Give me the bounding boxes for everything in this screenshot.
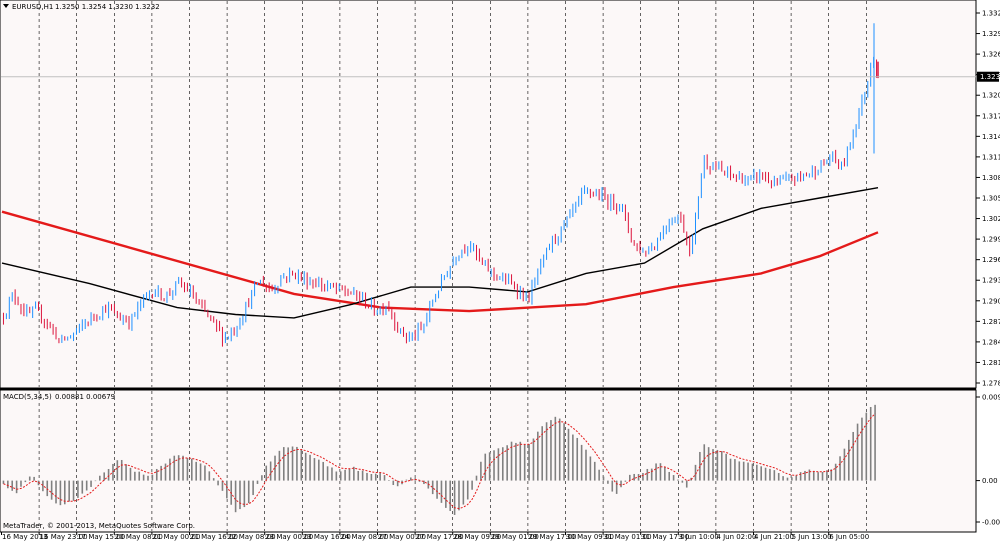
price-axis: 1.33251.32951.32651.32351.32051.31751.31… <box>976 10 1000 388</box>
moving-average-slow <box>1 210 879 313</box>
price-tick-label: 1.3265 <box>982 51 1000 59</box>
macd-tick-label: -0.00468 <box>982 519 1000 527</box>
macd-label: MACD(5,34,5) <box>3 393 52 401</box>
price-tick-label: 1.3055 <box>982 195 1000 203</box>
time-tick-label: 30 May 09:00 <box>566 533 614 541</box>
time-tick-label: 29 May 01:00 <box>491 533 539 541</box>
time-tick-label: 5 Jun 13:00 <box>792 533 832 541</box>
time-tick-label: 31 May 17:00 <box>641 533 689 541</box>
price-tick-label: 1.3025 <box>982 215 1000 223</box>
price-tick-label: 1.2965 <box>982 256 1000 264</box>
time-tick-label: 16 May 23:00 <box>40 533 88 541</box>
moving-averages <box>1 187 879 319</box>
macd-axis: 0.00945 0.00 -0.00468 <box>976 394 1000 527</box>
last-price-label: 1.3232 <box>980 73 1000 81</box>
time-tick-label: 29 May 17:00 <box>528 533 576 541</box>
price-tick-label: 1.3145 <box>982 133 1000 141</box>
moving-average-fast <box>1 187 879 319</box>
time-tick-label: 27 May 17:00 <box>416 533 464 541</box>
macd-pane <box>0 389 977 533</box>
price-tick-label: 1.3325 <box>982 10 1000 18</box>
time-tick-label: 23 May 16:00 <box>303 533 351 541</box>
time-tick-label: 4 Jun 02:00 <box>716 533 756 541</box>
price-tick-label: 1.3295 <box>982 30 1000 38</box>
price-tick-label: 1.2935 <box>982 277 1000 285</box>
time-tick-label: 20 May 08:00 <box>115 533 163 541</box>
macd-values: 0.00881 0.00679 <box>55 393 115 401</box>
price-pane <box>0 0 977 389</box>
time-tick-label: 22 May 08:00 <box>228 533 276 541</box>
time-tick-label: 23 May 00:00 <box>265 533 313 541</box>
time-tick-label: 4 Jun 21:00 <box>754 533 794 541</box>
vertical-grid <box>38 1 867 531</box>
time-tick-label: 27 May 00:00 <box>378 533 426 541</box>
collapse-arrow-icon[interactable] <box>3 4 9 8</box>
price-tick-label: 1.2875 <box>982 318 1000 326</box>
macd-signal <box>3 413 876 510</box>
macd-tick-label: 0.00 <box>982 477 998 485</box>
macd-signal-line <box>3 413 876 510</box>
time-tick-label: 31 May 01:00 <box>604 533 652 541</box>
price-tick-label: 1.3115 <box>982 153 1000 161</box>
price-tick-label: 1.2785 <box>982 380 1000 388</box>
time-tick-label: 6 Jun 05:00 <box>829 533 869 541</box>
time-tick-label: 17 May 15:00 <box>77 533 125 541</box>
time-tick-label: 24 May 08:00 <box>340 533 388 541</box>
copyright-text: MetaTrader, © 2001-2013, MetaQuotes Soft… <box>3 522 195 530</box>
price-tick-label: 1.2815 <box>982 359 1000 367</box>
price-tick-label: 1.2905 <box>982 297 1000 305</box>
time-tick-label: 16 May 2013 <box>2 533 48 541</box>
price-tick-label: 1.2845 <box>982 338 1000 346</box>
time-tick-label: 3 Jun 10:00 <box>679 533 719 541</box>
price-tick-label: 1.3205 <box>982 92 1000 100</box>
ohlc-label: 1.3250 1.3254 1.3230 1.3232 <box>55 3 160 11</box>
price-tick-label: 1.2995 <box>982 236 1000 244</box>
price-tick-label: 1.3085 <box>982 174 1000 182</box>
candles <box>1 23 976 347</box>
time-tick-label: 21 May 16:00 <box>190 533 238 541</box>
time-tick-label: 21 May 00:00 <box>152 533 200 541</box>
price-tick-label: 1.3175 <box>982 112 1000 120</box>
symbol-label: EURUSD,H1 <box>12 3 53 11</box>
time-tick-label: 28 May 09:00 <box>453 533 501 541</box>
last-price-tag <box>977 71 999 82</box>
macd-tick-label: 0.00945 <box>982 394 1000 402</box>
